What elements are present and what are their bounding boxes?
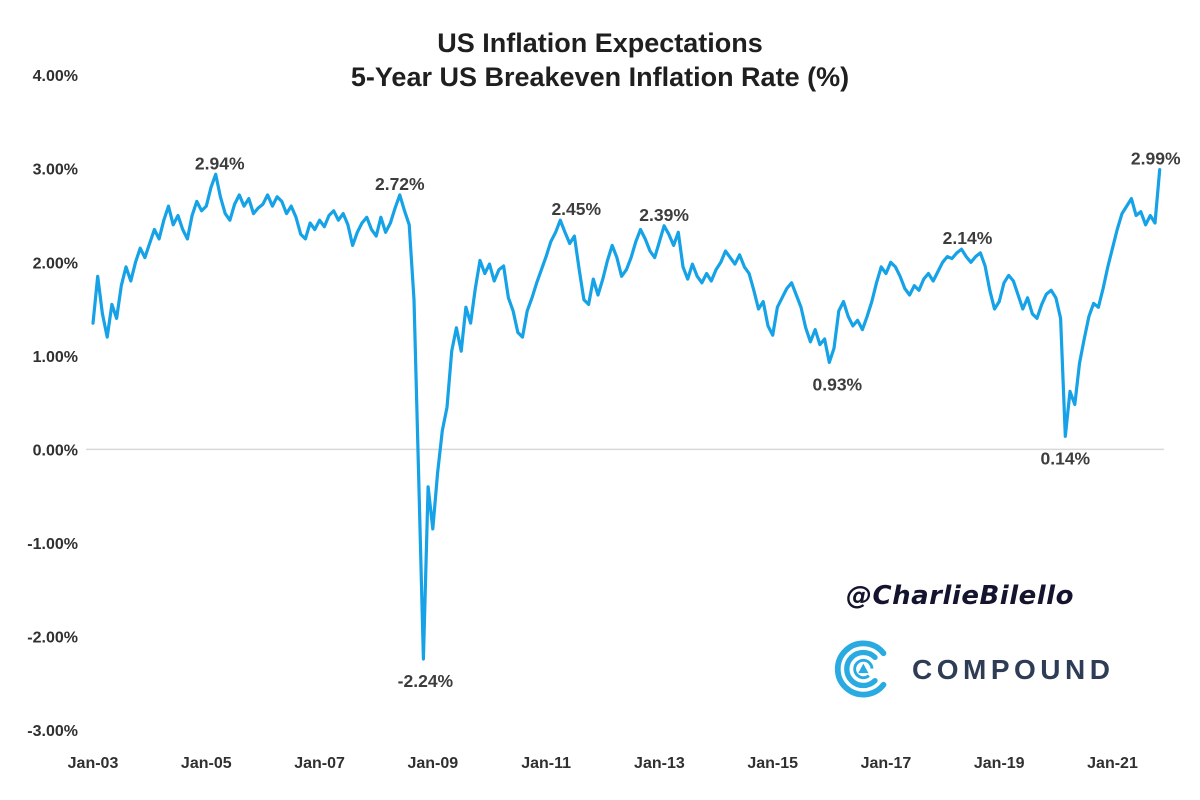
y-axis-tick-label: -1.00% (27, 536, 78, 553)
y-axis-tick-label: 3.00% (33, 162, 78, 179)
chart-title-line1: US Inflation Expectations (437, 28, 763, 58)
logo-inner-ring (853, 658, 874, 680)
x-axis-tick-label: Jan-03 (68, 755, 119, 772)
x-axis-tick-label: Jan-17 (861, 755, 912, 772)
data-point-label: 2.45% (551, 199, 601, 219)
chart-title: US Inflation Expectations 5-Year US Brea… (0, 26, 1200, 94)
data-point-label: 0.93% (813, 374, 863, 394)
x-axis-tick-label: Jan-21 (1087, 755, 1138, 772)
inflation-line-series (91, 168, 1162, 661)
x-axis-tick-label: Jan-19 (974, 755, 1025, 772)
compound-logo-icon (834, 640, 887, 698)
data-point-label: 0.14% (1041, 448, 1091, 468)
logo-triangle-icon (858, 663, 869, 674)
data-point-label: 2.94% (195, 153, 245, 173)
y-axis-tick-label: -3.00% (27, 723, 78, 740)
y-axis-tick-label: 0.00% (33, 442, 78, 459)
compound-logo-text: COMPOUND (912, 654, 1115, 685)
data-point-label: 2.39% (639, 205, 689, 225)
chart-title-line2: 5-Year US Breakeven Inflation Rate (%) (350, 62, 850, 92)
x-axis-tick-label: Jan-11 (521, 755, 571, 772)
data-point-label: 2.99% (1131, 149, 1181, 169)
logo-outer-arc (834, 640, 887, 698)
data-point-label: -2.24% (398, 671, 454, 691)
data-point-label: 2.14% (943, 228, 993, 248)
x-axis-tick-label: Jan-13 (634, 755, 685, 772)
compound-logo: COMPOUND (832, 636, 1114, 702)
x-axis-tick-label: Jan-05 (181, 755, 232, 772)
y-axis-tick-label: -2.00% (27, 630, 78, 647)
y-axis-tick-label: 2.00% (33, 255, 78, 272)
x-axis-tick-label: Jan-15 (747, 755, 798, 772)
watermark-handle: @CharlieBilello (846, 581, 1074, 611)
x-axis-tick-label: Jan-07 (294, 755, 345, 772)
logo-middle-arc (844, 649, 878, 689)
data-point-label: 2.72% (375, 174, 425, 194)
x-axis-tick-label: Jan-09 (407, 755, 458, 772)
y-axis-tick-label: 4.00% (33, 68, 78, 85)
y-axis-tick-label: 1.00% (33, 349, 78, 366)
